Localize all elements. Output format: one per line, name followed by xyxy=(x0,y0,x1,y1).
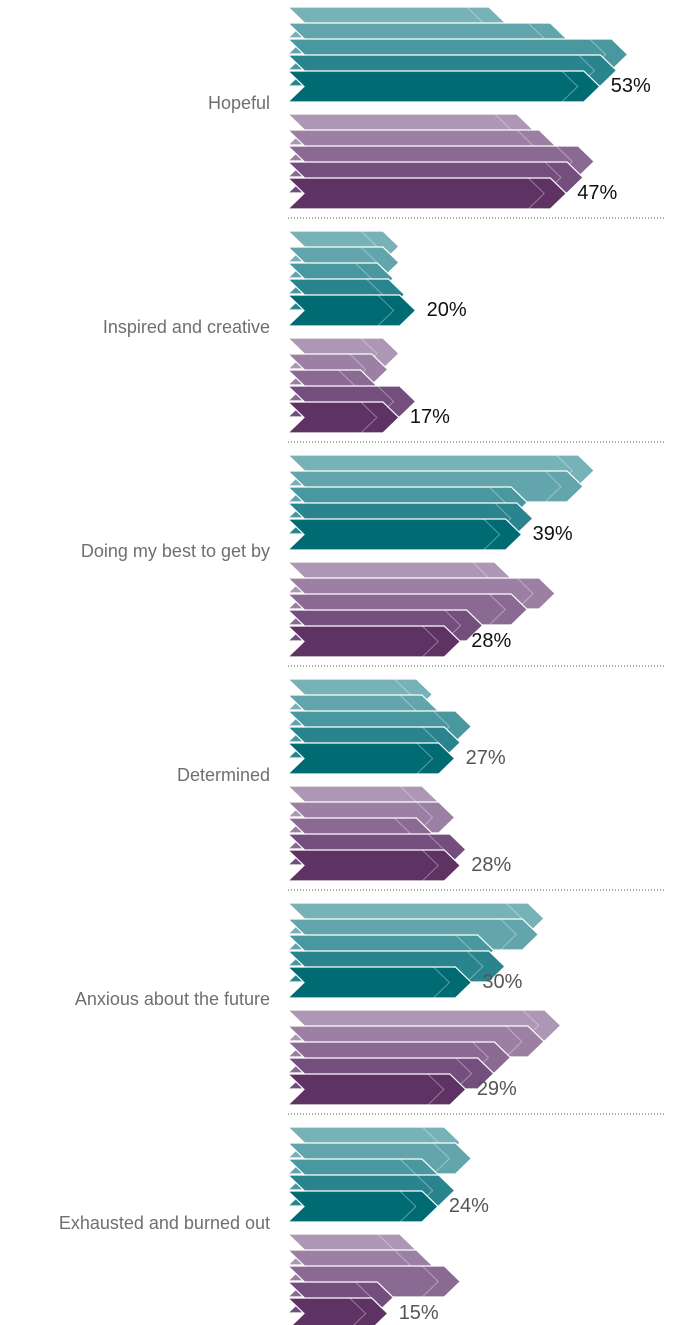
value-label-purple-anxious-about-the-future: 29% xyxy=(477,1078,517,1100)
bar-purple-5-doing-my-best-to-get-by xyxy=(286,625,462,658)
bar-teal-5-inspired-and-creative xyxy=(286,294,417,327)
category-label-doing-my-best-to-get-by: Doing my best to get by xyxy=(81,541,270,561)
value-label-purple-inspired-and-creative: 17% xyxy=(410,406,450,428)
value-label-purple-doing-my-best-to-get-by: 28% xyxy=(471,630,511,652)
value-label-teal-anxious-about-the-future: 30% xyxy=(482,971,522,993)
value-label-teal-inspired-and-creative: 20% xyxy=(427,299,467,321)
category-label-inspired-and-creative: Inspired and creative xyxy=(103,317,270,337)
value-label-teal-hopeful: 53% xyxy=(611,75,651,97)
value-label-purple-determined: 28% xyxy=(471,854,511,876)
bar-purple-5-anxious-about-the-future xyxy=(286,1073,467,1106)
category-label-hopeful: Hopeful xyxy=(208,93,270,113)
bar-teal-5-exhausted-and-burned-out xyxy=(286,1190,439,1223)
value-label-teal-doing-my-best-to-get-by: 39% xyxy=(533,523,573,545)
category-label-determined: Determined xyxy=(177,765,270,785)
bar-teal-5-doing-my-best-to-get-by xyxy=(286,518,523,551)
value-label-purple-hopeful: 47% xyxy=(577,182,617,204)
bar-teal-5-hopeful xyxy=(286,70,601,103)
bar-teal-5-determined xyxy=(286,742,456,775)
bar-purple-5-determined xyxy=(286,849,462,882)
category-label-exhausted-and-burned-out: Exhausted and burned out xyxy=(59,1213,270,1233)
value-label-teal-determined: 27% xyxy=(466,747,506,769)
category-label-anxious-about-the-future: Anxious about the future xyxy=(75,989,270,1009)
bar-purple-5-hopeful xyxy=(286,177,568,210)
bar-purple-5-exhausted-and-burned-out xyxy=(286,1297,389,1325)
bar-purple-5-inspired-and-creative xyxy=(286,401,400,434)
value-label-purple-exhausted-and-burned-out: 15% xyxy=(399,1302,439,1324)
value-label-teal-exhausted-and-burned-out: 24% xyxy=(449,1195,489,1217)
bar-teal-5-anxious-about-the-future xyxy=(286,966,473,999)
